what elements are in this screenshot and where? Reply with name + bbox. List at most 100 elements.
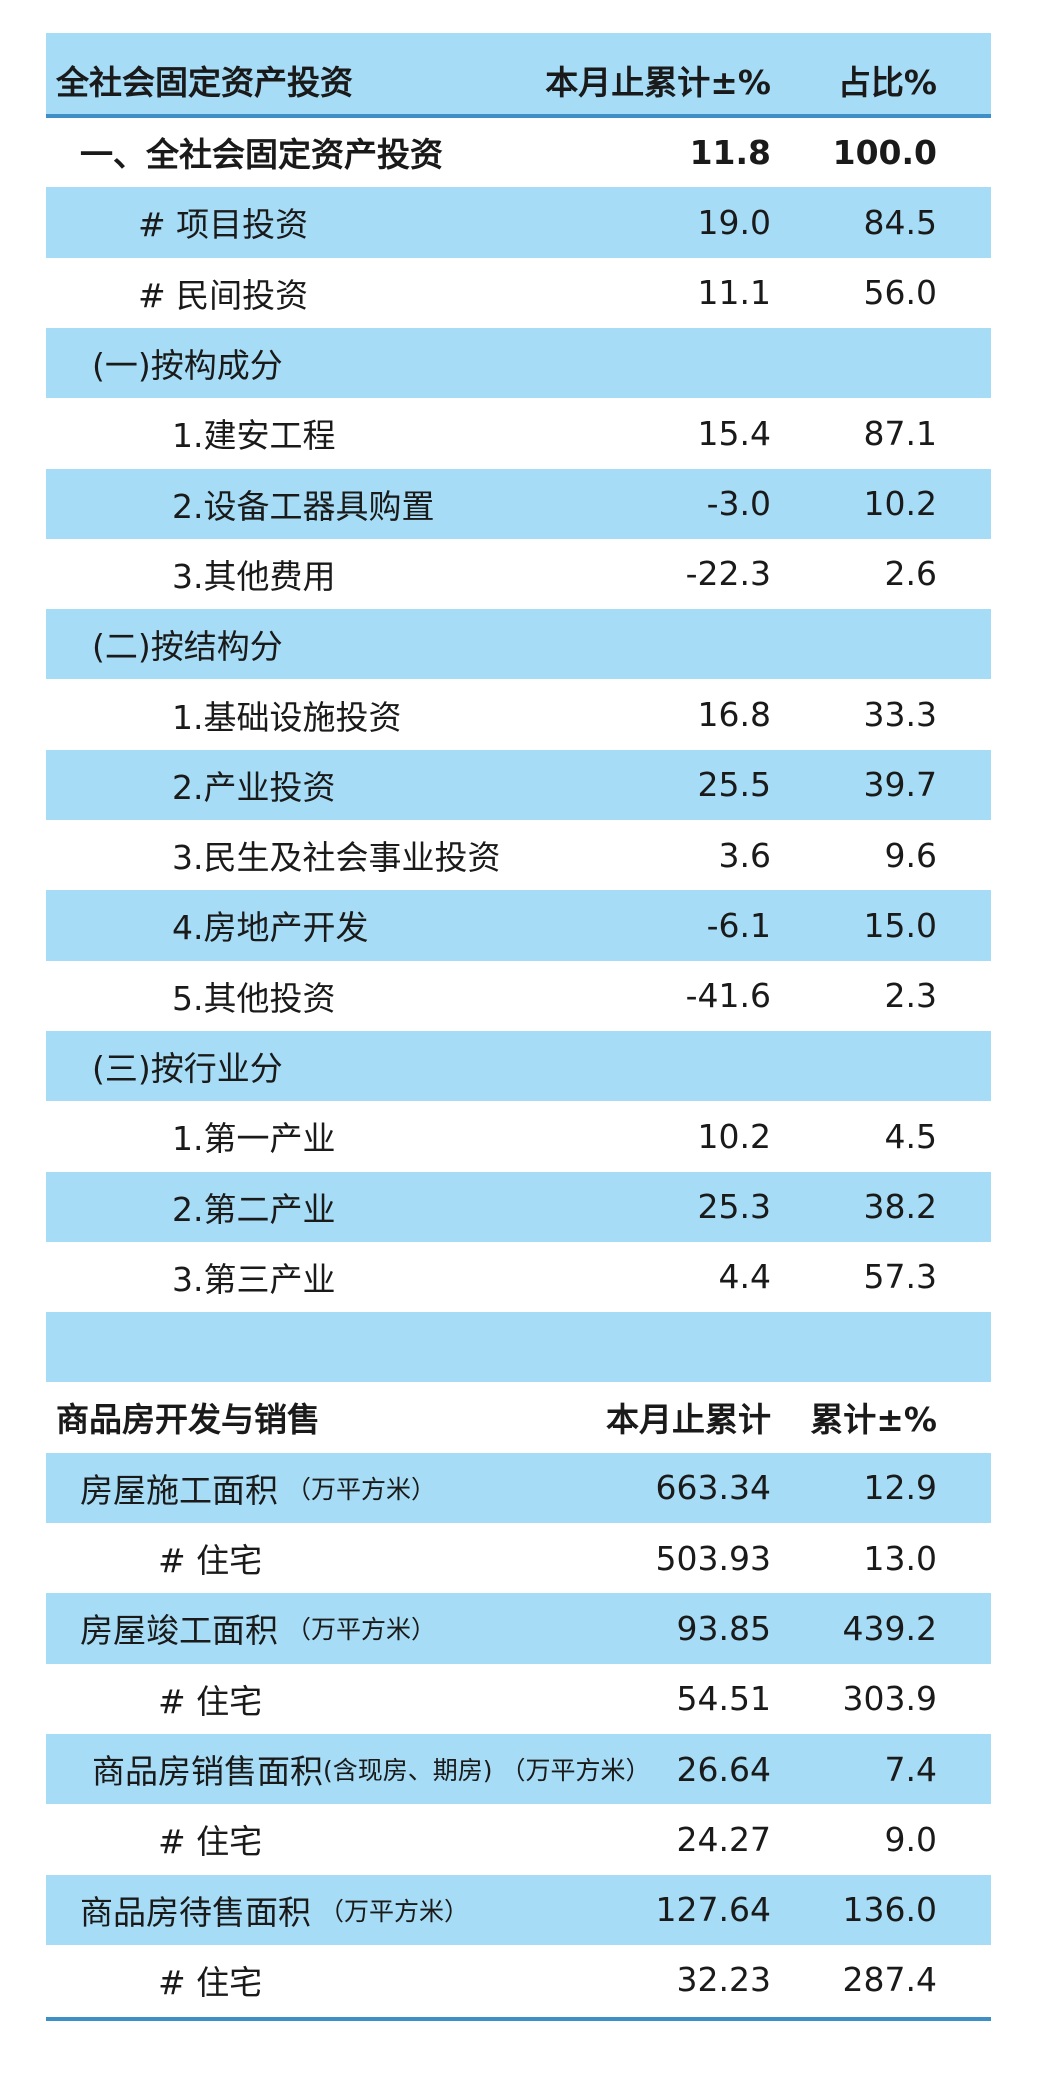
- value-cell: 127.64: [655, 1890, 771, 1930]
- label-text: 1.基础设施投资: [172, 697, 402, 737]
- value-cell: 7.4: [884, 1749, 937, 1789]
- row-label: 一、全社会固定资产投资: [80, 117, 443, 187]
- table-row: 2.产业投资 25.5 39.7: [46, 749, 991, 820]
- label-text: # 民间投资: [138, 275, 309, 315]
- row-label: # 住宅: [158, 1664, 262, 1734]
- header-cell: 累计±%: [810, 1399, 937, 1439]
- value-cell: -22.3: [685, 554, 771, 594]
- table-row: (一)按构成分: [46, 327, 991, 399]
- value-cell: 15.0: [863, 905, 937, 945]
- value-cell: 57.3: [863, 1257, 937, 1297]
- value-cell: 9.0: [884, 1819, 937, 1859]
- value-cell: 4.5: [884, 1116, 937, 1156]
- spacer-row: [46, 1312, 991, 1383]
- value-cell: 56.0: [863, 273, 937, 313]
- value-cell: 39.7: [863, 765, 937, 805]
- table-row: 3.其他费用 -22.3 2.6: [46, 539, 991, 609]
- value-cell: 12.9: [863, 1468, 937, 1508]
- value-cell: 11.8: [689, 132, 771, 172]
- header-cell: 占比%: [837, 63, 937, 102]
- value-cell: 136.0: [842, 1890, 937, 1930]
- table-row: 商品房待售面积 （万平方米） 127.64 136.0: [46, 1874, 991, 1945]
- label-unit: （万平方米）: [500, 1756, 651, 1786]
- table-row: 2.第二产业 25.3 38.2: [46, 1171, 991, 1242]
- value-cell: 19.0: [697, 202, 771, 242]
- value-cell: 25.3: [697, 1187, 771, 1227]
- table-row: # 住宅 503.93 13.0: [46, 1523, 991, 1593]
- value-cell: 15.4: [697, 413, 771, 453]
- label-text: # 住宅: [158, 1541, 263, 1581]
- table-row: (二)按结构分: [46, 609, 991, 680]
- row-label: 商品房销售面积 (含现房、期房) （万平方米）: [92, 1734, 651, 1804]
- value-cell: 2.6: [884, 554, 937, 594]
- table-row: # 住宅 32.23 287.4: [46, 1945, 991, 2015]
- row-label: 商品房待售面积 （万平方米）: [80, 1875, 469, 1945]
- row-label: 5.其他投资: [172, 961, 336, 1031]
- value-cell: -41.6: [685, 976, 771, 1016]
- table-row: 3.第三产业 4.4 57.3: [46, 1242, 991, 1312]
- row-label: 3.其他费用: [172, 539, 336, 609]
- table-row: 1.基础设施投资 16.8 33.3: [46, 679, 991, 749]
- header-cell: 本月止累计: [606, 1399, 771, 1439]
- value-cell: 100.0: [832, 132, 937, 172]
- value-cell: 10.2: [863, 484, 937, 524]
- row-label: (二)按结构分: [92, 609, 283, 679]
- table-row: 4.房地产开发 -6.1 15.0: [46, 890, 991, 961]
- label-text: 商品房待售面积: [80, 1892, 311, 1932]
- value-cell: -6.1: [706, 905, 771, 945]
- row-label: 3.民生及社会事业投资: [172, 820, 501, 890]
- label-text: 3.其他费用: [172, 556, 336, 596]
- header-row: 商品房开发与销售 本月止累计 累计±%: [46, 1376, 991, 1446]
- row-label: 1.建安工程: [172, 398, 336, 468]
- value-cell: 9.6: [884, 835, 937, 875]
- table-row: 房屋竣工面积 （万平方米） 93.85 439.2: [46, 1593, 991, 1664]
- label-text: # 项目投资: [138, 205, 309, 245]
- value-cell: -3.0: [706, 484, 771, 524]
- value-cell: 93.85: [676, 1608, 771, 1648]
- table-row: 1.建安工程 15.4 87.1: [46, 398, 991, 468]
- row-label: 房屋竣工面积 （万平方米）: [80, 1593, 436, 1663]
- table-row: 商品房销售面积 (含现房、期房) （万平方米） 26.64 7.4: [46, 1733, 991, 1805]
- label-text: # 住宅: [158, 1962, 263, 2002]
- table-row: 2.设备工器具购置 -3.0 10.2: [46, 468, 991, 539]
- header-cell: 本月止累计±%: [545, 63, 771, 102]
- value-cell: 32.23: [676, 1960, 771, 2000]
- value-cell: 439.2: [842, 1608, 937, 1648]
- label-text: 商品房销售面积: [92, 1752, 323, 1792]
- table-row: # 民间投资 11.1 56.0: [46, 258, 991, 328]
- label-text: 2.第二产业: [172, 1189, 336, 1229]
- row-label: 2.第二产业: [172, 1172, 336, 1242]
- label-unit: （万平方米）: [286, 1474, 437, 1504]
- label-text: 房屋施工面积: [80, 1470, 278, 1510]
- row-label: (三)按行业分: [92, 1031, 283, 1101]
- row-label: 4.房地产开发: [172, 890, 369, 960]
- row-label: # 住宅: [158, 1945, 262, 2015]
- label-text: 4.房地产开发: [172, 908, 369, 948]
- value-cell: 13.0: [863, 1538, 937, 1578]
- row-label: 房屋施工面积 （万平方米）: [80, 1453, 436, 1523]
- value-cell: 26.64: [676, 1749, 771, 1789]
- value-cell: 2.3: [884, 976, 937, 1016]
- label-note: (含现房、期房): [323, 1756, 493, 1786]
- label-unit: （万平方米）: [286, 1615, 437, 1645]
- label-text: (三)按行业分: [92, 1049, 283, 1089]
- label-text: 3.民生及社会事业投资: [172, 838, 501, 878]
- table-row: 一、全社会固定资产投资 11.8 100.0: [46, 117, 991, 187]
- value-cell: 84.5: [863, 202, 937, 242]
- row-label: 1.第一产业: [172, 1101, 336, 1171]
- value-cell: 33.3: [863, 695, 937, 735]
- label-text: (二)按结构分: [92, 627, 283, 667]
- row-label: # 住宅: [158, 1523, 262, 1593]
- table-row: 3.民生及社会事业投资 3.6 9.6: [46, 820, 991, 890]
- value-cell: 16.8: [697, 695, 771, 735]
- row-label: 3.第三产业: [172, 1242, 336, 1312]
- table-row: # 住宅 54.51 303.9: [46, 1664, 991, 1734]
- table-row: 1.第一产业 10.2 4.5: [46, 1101, 991, 1171]
- label-text: # 住宅: [158, 1822, 263, 1862]
- label-text: 1.第一产业: [172, 1119, 336, 1159]
- value-cell: 303.9: [842, 1679, 937, 1719]
- table-row: 5.其他投资 -41.6 2.3: [46, 961, 991, 1031]
- row-label: # 民间投资: [138, 258, 308, 328]
- label-text: 一、全社会固定资产投资: [80, 135, 443, 175]
